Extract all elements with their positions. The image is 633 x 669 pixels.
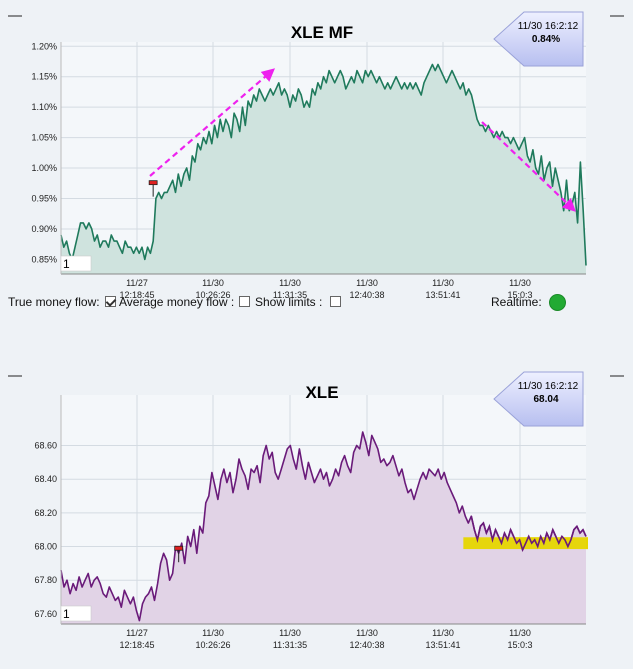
y-tick-label: 68.60 xyxy=(34,441,57,451)
x-tick-time: 12:40:38 xyxy=(349,290,384,300)
y-tick-label: 0.95% xyxy=(31,193,57,203)
x-tick-date: 11/30 xyxy=(279,628,301,638)
chart-title: XLE MF xyxy=(291,23,353,42)
y-tick-label: 68.20 xyxy=(34,508,57,518)
chart-title: XLE xyxy=(305,383,338,402)
x-tick-date: 11/30 xyxy=(202,278,224,288)
x-tick-time: 10:26:26 xyxy=(195,290,230,300)
average-money-flow-checkbox[interactable] xyxy=(239,296,250,307)
average-money-flow-label: Average money flow : xyxy=(119,295,235,309)
realtime-label: Realtime: xyxy=(491,295,542,309)
badge-time: 11/30 16:2:12 xyxy=(518,21,579,32)
show-limits-label: Show limits : xyxy=(255,295,323,309)
page-number-box xyxy=(60,255,92,272)
x-tick-time: 15:0:3 xyxy=(507,640,532,650)
x-tick-date: 11/30 xyxy=(432,628,454,638)
last-value-badge xyxy=(493,371,584,427)
trend-arrow-down xyxy=(481,121,576,212)
page-number: 1 xyxy=(63,607,70,621)
price-chart: 67.60 67.80 68.00 68.20 68.40 68.60 1 11/27 12:1… xyxy=(8,371,624,650)
money-flow-chart: 0.85% 0.90% 0.95% 1.00% 1.05% 1.10% 1.15% 1.20%… xyxy=(8,11,624,300)
y-tick-label: 1.05% xyxy=(31,133,57,143)
x-tick-date: 11/30 xyxy=(279,278,301,288)
series-line xyxy=(60,63,587,266)
x-tick-time: 13:51:41 xyxy=(425,640,460,650)
y-tick-label: 68.40 xyxy=(34,474,57,484)
x-tick-time: 12:40:38 xyxy=(349,640,384,650)
x-tick-time: 15:0:3 xyxy=(507,290,532,300)
y-tick-label: 0.85% xyxy=(31,254,57,264)
series-area xyxy=(61,432,586,624)
badge-time: 11/30 16:2:12 xyxy=(518,381,579,392)
y-tick-label: 1.20% xyxy=(31,41,57,51)
x-tick-time: 10:26:26 xyxy=(195,640,230,650)
trend-arrow-up xyxy=(149,68,275,177)
marker-flag xyxy=(148,180,158,186)
y-tick-label: 67.60 xyxy=(34,609,57,619)
x-tick-date: 11/30 xyxy=(432,278,454,288)
page-number: 1 xyxy=(63,257,70,271)
x-tick-time: 13:51:41 xyxy=(425,290,460,300)
x-tick-date: 11/30 xyxy=(509,278,531,288)
true-money-flow-checkbox[interactable] xyxy=(105,296,116,307)
chart-controls: True money flow: Average money flow : Sh… xyxy=(8,294,628,312)
marker-flag xyxy=(174,545,184,551)
series-area xyxy=(61,64,586,274)
page-number-box xyxy=(60,605,92,622)
y-tick-label: 0.90% xyxy=(31,224,57,234)
x-tick-time: 12:18:45 xyxy=(119,640,154,650)
x-tick-date: 11/27 xyxy=(126,628,148,638)
x-tick-time: 11:31:35 xyxy=(273,640,307,650)
y-tick-label: 68.00 xyxy=(34,542,57,552)
x-tick-time: 12:18:45 xyxy=(119,290,154,300)
show-limits-checkbox[interactable] xyxy=(330,296,341,307)
badge-value: 68.04 xyxy=(533,394,558,405)
y-tick-label: 1.00% xyxy=(31,163,57,173)
y-tick-label: 67.80 xyxy=(34,575,57,585)
true-money-flow-label: True money flow: xyxy=(8,295,100,309)
realtime-status-indicator[interactable] xyxy=(549,294,566,311)
x-tick-date: 11/30 xyxy=(202,628,224,638)
series-line-over-band xyxy=(470,516,587,553)
y-tick-label: 1.10% xyxy=(31,102,57,112)
y-tick-label: 1.15% xyxy=(31,72,57,82)
x-tick-date: 11/30 xyxy=(356,278,378,288)
x-tick-date: 11/27 xyxy=(126,278,148,288)
x-tick-time: 11:31:35 xyxy=(273,290,307,300)
x-tick-date: 11/30 xyxy=(509,628,531,638)
last-value-badge xyxy=(493,11,584,67)
x-tick-date: 11/30 xyxy=(356,628,378,638)
badge-value: 0.84% xyxy=(532,34,560,45)
